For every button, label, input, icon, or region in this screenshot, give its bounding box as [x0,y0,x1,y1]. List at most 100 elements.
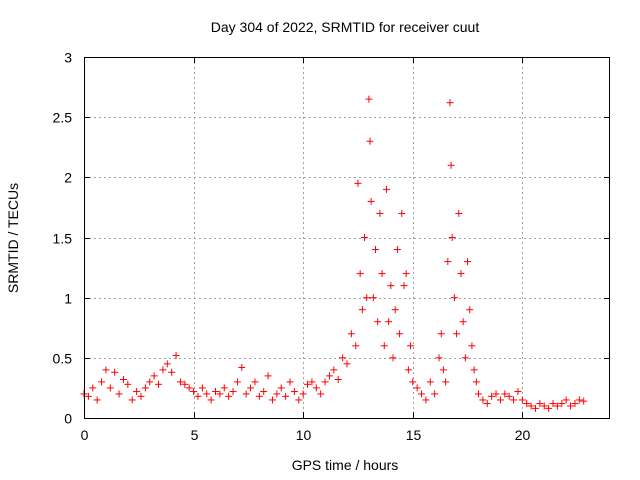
data-point [339,354,347,362]
data-point [422,396,430,404]
data-point [286,378,294,386]
data-point [354,179,362,187]
data-point [295,396,303,404]
data-point [172,351,180,359]
data-point [369,294,377,302]
data-point [431,390,439,398]
data-point [447,161,455,169]
data-point [567,402,575,410]
data-points [80,95,588,412]
data-point [540,402,548,410]
data-point [404,366,412,374]
data-point [402,270,410,278]
y-axis-label: SRMTID / TECUs [5,183,21,293]
data-point [437,330,445,338]
data-point [133,388,141,396]
data-point [475,390,482,398]
data-point [290,388,298,396]
data-point [251,378,259,386]
data-point [317,390,325,398]
data-point [365,95,373,103]
data-point [367,197,375,205]
x-tick-label: 10 [296,427,312,443]
data-point [163,360,171,368]
data-point [194,392,202,400]
data-point [571,400,579,408]
data-point [514,388,522,396]
data-point [146,378,154,386]
y-tick-label: 2.5 [53,110,73,126]
data-point [347,330,355,338]
data-point [198,384,206,392]
grid-lines [84,57,610,418]
data-point [366,137,374,145]
data-point [277,384,285,392]
x-tick-label: 20 [515,427,531,443]
data-point [93,396,101,404]
data-point [185,384,193,392]
data-point [361,234,369,241]
data-point [536,400,544,408]
data-point [325,372,333,380]
data-point [464,258,472,266]
data-point [159,366,167,374]
data-point [450,294,458,302]
data-point [382,185,390,193]
data-point [391,306,399,314]
data-point [98,378,106,386]
x-tick-labels: 0 5 10 15 20 [81,427,531,443]
data-point [264,372,272,380]
data-point [527,402,535,410]
data-point [233,378,241,386]
data-point [207,396,215,404]
data-point [155,380,163,388]
data-point [387,282,395,290]
data-point [89,384,97,392]
data-point [374,318,382,326]
data-point [400,282,408,290]
data-point [216,390,224,398]
data-point [553,402,561,410]
data-point [453,330,461,338]
data-point [479,396,487,404]
data-point [426,378,434,386]
data-point [363,294,371,302]
data-point [545,404,553,412]
data-point [356,270,364,278]
data-point [501,390,509,398]
data-point [439,366,447,374]
data-point [334,375,342,383]
data-point [496,396,504,404]
data-point [84,392,92,400]
data-point [468,342,476,350]
y-tick-label: 2 [64,170,72,186]
data-point [531,404,539,412]
data-point [255,392,263,400]
data-point [398,209,406,217]
data-point [442,378,450,386]
data-point [393,246,401,254]
data-point [492,390,500,398]
data-point [102,366,110,374]
data-point [181,380,189,388]
data-point [580,397,588,405]
data-point [407,342,415,350]
data-point [466,306,474,314]
data-point [455,209,463,217]
data-point [106,384,114,392]
x-axis-label: GPS time / hours [292,457,399,473]
data-point [470,366,478,374]
data-point [352,342,360,350]
y-tick-label: 0 [64,411,72,427]
data-point [488,392,496,400]
data-point [575,396,583,404]
y-tick-label: 1.5 [53,231,73,247]
data-point [137,392,145,400]
data-point [128,396,136,404]
data-point [343,360,351,368]
data-point [461,354,469,362]
data-point [229,388,237,396]
y-tick-labels: 0 0.5 1 1.5 2 2.5 3 [53,50,73,427]
data-point [409,378,417,386]
data-point [282,392,290,400]
